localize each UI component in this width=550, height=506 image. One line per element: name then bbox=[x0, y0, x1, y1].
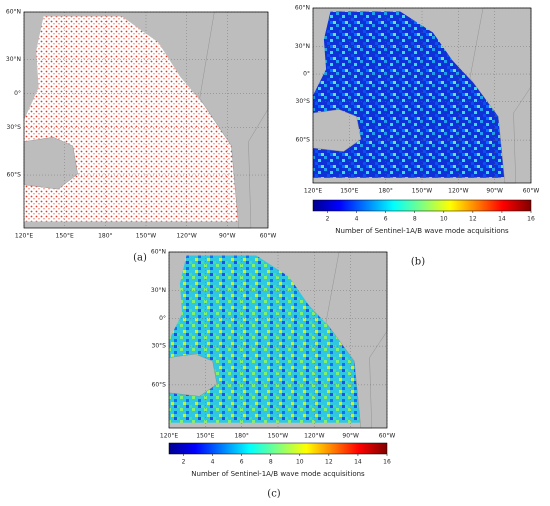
lat-tick-label: 30°S bbox=[152, 343, 167, 350]
lon-tick-label: 90°W bbox=[486, 188, 503, 195]
lon-tick-label: 120°E bbox=[15, 233, 33, 240]
lon-tick-label: 150°W bbox=[136, 233, 156, 240]
colorbar-tick-label: 12 bbox=[469, 216, 477, 223]
colorbar-label: Number of Sentinel-1A/B wave mode acquis… bbox=[191, 470, 365, 478]
ocean bbox=[169, 255, 361, 423]
lon-tick-label: 120°E bbox=[160, 433, 178, 440]
lat-tick-label: 60°S bbox=[152, 381, 167, 388]
colorbar-tick-label: 2 bbox=[182, 459, 186, 466]
lat-tick-label: 60°S bbox=[296, 137, 311, 144]
colorbar bbox=[312, 199, 532, 212]
lon-tick-label: 60°W bbox=[260, 233, 277, 240]
lon-tick-label: 180° bbox=[98, 233, 112, 240]
map-frame bbox=[168, 251, 388, 429]
lat-tick-label: 60°N bbox=[295, 5, 310, 12]
colorbar-tick-label: 4 bbox=[211, 459, 215, 466]
lon-tick-label: 60°W bbox=[523, 188, 540, 195]
lon-tick-label: 150°E bbox=[340, 188, 358, 195]
colorbar-tick-label: 12 bbox=[325, 459, 333, 466]
lat-tick-label: 0° bbox=[159, 315, 166, 322]
colorbar-tick-label: 14 bbox=[354, 459, 362, 466]
lon-tick-label: 150°E bbox=[56, 233, 74, 240]
lat-tick-label: 0° bbox=[14, 90, 21, 97]
lon-tick-label: 120°W bbox=[304, 433, 324, 440]
lon-tick-label: 150°W bbox=[268, 433, 288, 440]
colorbar bbox=[168, 442, 388, 455]
lon-tick-label: 180° bbox=[378, 188, 392, 195]
colorbar-tick-label: 6 bbox=[384, 216, 388, 223]
lon-tick-label: 90°W bbox=[219, 233, 236, 240]
colorbar-tick-label: 8 bbox=[413, 216, 417, 223]
lat-tick-label: 60°S bbox=[7, 172, 22, 179]
lat-tick-label: 30°N bbox=[295, 43, 310, 50]
colorbar-tick-label: 8 bbox=[269, 459, 273, 466]
lon-tick-label: 60°W bbox=[379, 433, 396, 440]
colorbar-tick-label: 14 bbox=[498, 216, 506, 223]
lon-tick-label: 180° bbox=[234, 433, 248, 440]
lat-tick-label: 60°N bbox=[6, 9, 21, 16]
lon-tick-label: 120°E bbox=[304, 188, 322, 195]
lon-tick-label: 150°E bbox=[196, 433, 214, 440]
colorbar-tick-label: 6 bbox=[240, 459, 244, 466]
lat-tick-label: 0° bbox=[303, 71, 310, 78]
map-frame bbox=[23, 11, 269, 229]
ocean bbox=[313, 11, 505, 178]
colorbar-tick-label: 16 bbox=[527, 216, 535, 223]
lon-tick-label: 150°W bbox=[412, 188, 432, 195]
colorbar-tick-label: 2 bbox=[326, 216, 330, 223]
colorbar-tick-label: 16 bbox=[383, 459, 391, 466]
colorbar-tick-label: 10 bbox=[440, 216, 448, 223]
lat-tick-label: 30°S bbox=[296, 98, 311, 105]
lat-tick-label: 30°S bbox=[7, 124, 22, 131]
colorbar-label: Number of Sentinel-1A/B wave mode acquis… bbox=[335, 227, 509, 235]
lat-tick-label: 30°N bbox=[151, 287, 166, 294]
colorbar-tick-label: 10 bbox=[296, 459, 304, 466]
ocean bbox=[24, 16, 239, 222]
lon-tick-label: 120°W bbox=[448, 188, 468, 195]
colorbar-tick-label: 4 bbox=[355, 216, 359, 223]
panel-label: (b) bbox=[411, 257, 425, 268]
lon-tick-label: 90°W bbox=[342, 433, 359, 440]
panel-label: (a) bbox=[133, 253, 147, 264]
lon-tick-label: 120°W bbox=[176, 233, 196, 240]
lat-tick-label: 60°N bbox=[151, 249, 166, 256]
map-frame bbox=[312, 7, 532, 184]
panel-label: (c) bbox=[267, 489, 281, 500]
lat-tick-label: 30°N bbox=[6, 56, 21, 63]
